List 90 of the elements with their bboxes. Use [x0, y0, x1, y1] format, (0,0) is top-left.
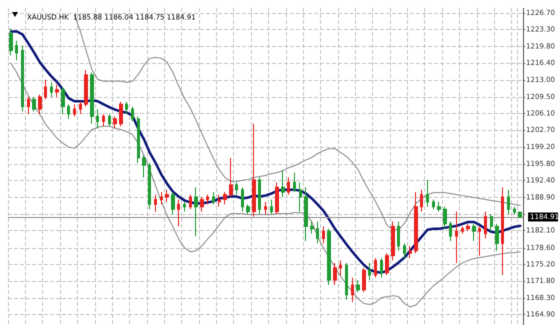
candlestick: [235, 182, 238, 196]
candlestick: [131, 106, 134, 122]
candlestick: [108, 113, 111, 127]
candlestick: [165, 189, 169, 202]
candlestick: [90, 72, 94, 124]
candlestick: [189, 194, 192, 210]
candlestick: [160, 192, 163, 205]
candlestick: [316, 220, 319, 244]
candlestick: [518, 210, 522, 218]
candlestick: [414, 192, 418, 254]
candlestick: [345, 262, 348, 300]
candlestick: [397, 220, 400, 252]
candlestick: [409, 245, 412, 259]
candlestick: [472, 223, 476, 242]
candlestick: [304, 186, 308, 242]
candlestick: [281, 170, 285, 198]
candlestick: [403, 242, 406, 259]
candlestick: [177, 198, 180, 227]
candlestick: [229, 157, 233, 198]
candlestick: [21, 45, 24, 112]
candlestick: [79, 101, 82, 114]
candlestick: [119, 101, 123, 127]
candlestick: [275, 182, 279, 215]
candlestick: [102, 113, 105, 127]
candlestick: [264, 201, 267, 215]
candlestick: [73, 104, 76, 117]
candlestick: [200, 196, 204, 212]
candlestick: [154, 194, 157, 212]
candlestick: [258, 176, 261, 215]
candlestick: [183, 201, 186, 212]
candlestick: [125, 101, 128, 114]
candlestick: [501, 186, 504, 276]
candlestick: [507, 189, 510, 215]
candlestick: [322, 226, 325, 244]
candlestick: [113, 116, 117, 130]
candlestick: [38, 94, 42, 114]
candlestick: [368, 262, 371, 281]
candlestick: [293, 172, 296, 193]
candlestick: [380, 258, 383, 278]
candlestick: [466, 223, 470, 232]
candlestick: [15, 40, 18, 61]
line-series: [10, 62, 521, 308]
candlestick: [461, 226, 464, 234]
candlestick: [67, 104, 70, 120]
candlestick: [61, 86, 65, 114]
candlestick: [449, 220, 452, 242]
candlestick: [142, 155, 146, 178]
candlestick: [252, 123, 256, 218]
candlestick: [339, 260, 342, 276]
candlestick: [44, 79, 47, 100]
candlestick: [137, 116, 140, 164]
candlestick: [327, 228, 331, 286]
candlestick: [426, 179, 429, 208]
candlestick: [84, 70, 88, 108]
candlestick: [212, 192, 215, 205]
candlestick: [241, 186, 244, 212]
candlestick: [171, 192, 175, 215]
candlestick: [385, 252, 389, 276]
candlestick: [148, 162, 151, 210]
candlestick: [32, 96, 36, 112]
candlestick: [270, 198, 273, 215]
candlestick: [96, 108, 99, 130]
candlestick: [223, 192, 227, 205]
candlestick: [443, 206, 447, 230]
candlestick: [9, 28, 13, 56]
candlestick: [218, 194, 221, 208]
candlestick: [333, 262, 337, 286]
candlestick: [299, 182, 302, 212]
candlestick: [50, 82, 53, 98]
candlestick: [356, 280, 360, 293]
candlestick: [420, 189, 423, 212]
candlestick: [455, 211, 458, 264]
candlestick: [495, 223, 499, 252]
candlestick: [351, 277, 354, 303]
candlestick: [194, 186, 198, 237]
candlestick: [287, 176, 290, 196]
candlestick: [246, 204, 250, 215]
candlestick: [432, 198, 435, 210]
candlestick: [478, 226, 481, 256]
candlestick: [374, 258, 377, 278]
candlestick: [206, 194, 209, 205]
candlestick: [513, 206, 516, 215]
candlestick: [362, 267, 366, 293]
candlestick: [27, 96, 30, 114]
candlestick: [490, 214, 493, 232]
candlestick: [391, 220, 395, 262]
candlestick: [310, 220, 314, 234]
candlestick: [484, 211, 487, 240]
candlestick: [437, 201, 441, 212]
candlestick: [55, 84, 59, 98]
